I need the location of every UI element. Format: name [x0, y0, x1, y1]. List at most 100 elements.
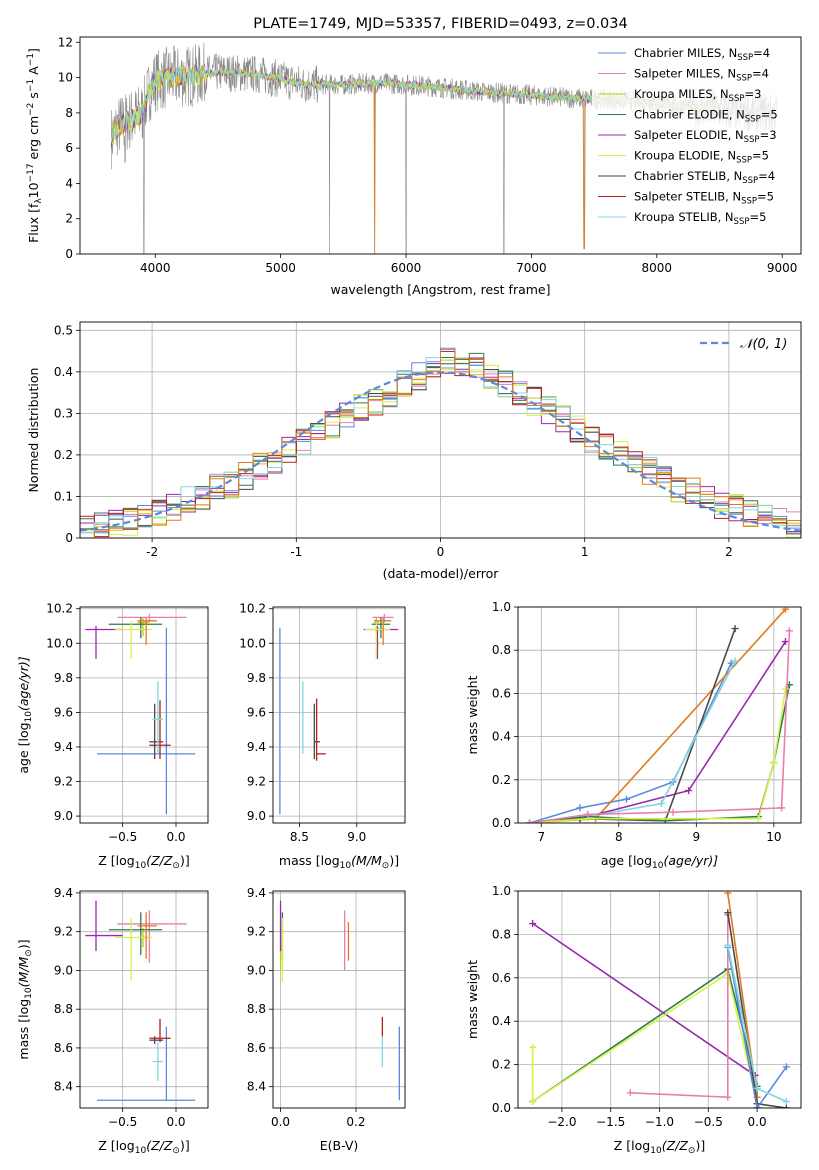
legend-label: Salpeter MILES, NSSP=4 — [634, 67, 769, 84]
data-marker — [781, 685, 789, 693]
tick-label-y: 8.4 — [54, 1080, 73, 1094]
data-marker — [781, 638, 789, 646]
data-marker — [782, 1104, 790, 1108]
tick-label-y: 0.8 — [492, 927, 511, 941]
data-marker — [529, 920, 537, 928]
tick-label-x: 0 — [437, 545, 445, 559]
axes-age_vs_Z: −0.5 0.0 9.0 9.2 9.4 9.6 9.8 10.0 10.2 Z [log10(Z… — [16, 602, 209, 871]
x-axis-label: mass [log10(M/M⊙)] — [279, 853, 399, 871]
tick-label-y: 9.4 — [247, 886, 266, 900]
tick-label-y: 0.8 — [492, 643, 511, 657]
tick-label-y: 10.2 — [239, 602, 266, 616]
tick-label-y: 2 — [65, 212, 73, 226]
axes-spectrum: 4000 5000 6000 7000 8000 9000 0 2 4 6 8 10 12 PLATE=1… — [26, 16, 802, 297]
y-axis-label: mass weight — [465, 960, 480, 1039]
y-axis-label: mass weight — [465, 675, 480, 754]
axes-mass_vs_Z: −0.5 0.0 8.4 8.6 8.8 9.0 9.2 9.4 Z [log10(Z/Z⊙)]… — [16, 886, 209, 1156]
axes-frame — [79, 36, 802, 255]
tick-label-y: 0 — [65, 531, 73, 545]
series-line — [529, 688, 787, 823]
tick-label-y: 9.8 — [54, 671, 73, 685]
tick-label-x: 0.2 — [346, 1115, 365, 1129]
errorbar-point-9 — [137, 912, 157, 959]
grid — [518, 890, 801, 1109]
tick-label-y: 10.0 — [239, 636, 266, 650]
tick-label-x: 0.0 — [166, 1115, 185, 1129]
data-marker — [576, 804, 584, 812]
tick-label-y: 9.0 — [247, 963, 266, 977]
tick-label-y: 9.4 — [247, 740, 266, 754]
tick-label-y: 10.0 — [46, 636, 73, 650]
tick-label-y: 8.4 — [247, 1080, 266, 1094]
axes-frame — [517, 890, 802, 1109]
tick-label-y: 0.2 — [492, 773, 511, 787]
plot-area — [529, 891, 790, 1108]
series-4 — [526, 657, 739, 823]
errorbar-point-7 — [149, 1018, 171, 1043]
histogram-7 — [80, 358, 801, 538]
plot-area — [85, 900, 196, 1101]
errorbar-point-5 — [364, 620, 391, 659]
data-marker — [623, 795, 631, 803]
tick-label-x: 7 — [537, 830, 545, 844]
tick-label-x: 0.0 — [748, 1115, 767, 1129]
axes-massweight_vs_age: 7 8 9 10 0.0 0.2 0.4 0.6 0.8 1.0 age [log10(age/yr… — [465, 600, 802, 871]
errorbar-point-3 — [108, 912, 163, 955]
errorbar-point-8 — [152, 1042, 164, 1081]
tick-label-y: 8.8 — [54, 1002, 73, 1016]
legend-label: Kroupa MILES, NSSP=3 — [634, 87, 761, 104]
tick-label-y: 9.4 — [54, 886, 73, 900]
errorbar-point-5 — [115, 620, 153, 659]
axes-frame — [517, 606, 802, 824]
tick-label-x: 2 — [725, 545, 733, 559]
tick-label-x: 9.0 — [347, 830, 366, 844]
tick-label-x: −0.5 — [108, 1115, 137, 1129]
series-0 — [526, 659, 735, 823]
tick-label-x: 1 — [581, 545, 589, 559]
tick-label-y: 0 — [65, 247, 73, 261]
tick-label-y: 9.2 — [247, 775, 266, 789]
x-axis-label: Z [log10(Z/Z⊙)] — [614, 1138, 705, 1156]
plot-area — [85, 613, 196, 815]
data-marker — [731, 657, 739, 665]
tick-label-x: 8 — [615, 830, 623, 844]
data-marker — [753, 1104, 761, 1108]
tick-label-x: -2 — [146, 545, 158, 559]
data-marker — [584, 810, 592, 818]
tick-label-y: 0.4 — [54, 365, 73, 379]
axes-frame — [79, 321, 802, 539]
tick-label-y: 0.5 — [54, 323, 73, 337]
tick-label-y: 0.2 — [492, 1058, 511, 1072]
tick-label-y: 12 — [58, 35, 73, 49]
tick-label-y: 0.2 — [54, 448, 73, 462]
tick-label-y: 0.6 — [492, 686, 511, 700]
errorbar-point-0 — [97, 1026, 196, 1101]
data-marker — [529, 1043, 537, 1051]
tick-label-y: 9.0 — [54, 963, 73, 977]
tick-label-y: 6 — [65, 141, 73, 155]
series-2 — [526, 638, 789, 823]
errorbar-point-0 — [97, 627, 196, 815]
tick-label-y: 1.0 — [492, 884, 511, 898]
tick-label-y: 0.3 — [54, 406, 73, 420]
tick-label-x: −1.5 — [596, 1115, 625, 1129]
errorbar-point-4 — [85, 626, 123, 659]
tick-label-y: 8.6 — [247, 1041, 266, 1055]
tick-label-y: 9.0 — [247, 809, 266, 823]
plot-area — [279, 613, 399, 815]
series-2 — [529, 969, 761, 1108]
tick-label-y: 0.6 — [492, 971, 511, 985]
series-line — [529, 630, 791, 823]
grid — [273, 891, 405, 1108]
tick-label-y: 8.6 — [54, 1041, 73, 1055]
grid — [80, 891, 208, 1108]
tick-label-y: 9.4 — [54, 740, 73, 754]
axes-residuals: -2 -1 0 1 2 0 0.1 0.2 0.3 0.4 0.5 𝒩(0, 1) (data-mode… — [26, 321, 802, 581]
series-line — [727, 947, 788, 1108]
data-marker — [724, 941, 732, 949]
x-axis-label: Z [log10(Z/Z⊙)] — [98, 1138, 189, 1156]
tick-label-x: 9 — [693, 830, 701, 844]
errorbar-point-9 — [374, 617, 392, 646]
tick-label-x: -1 — [290, 545, 302, 559]
